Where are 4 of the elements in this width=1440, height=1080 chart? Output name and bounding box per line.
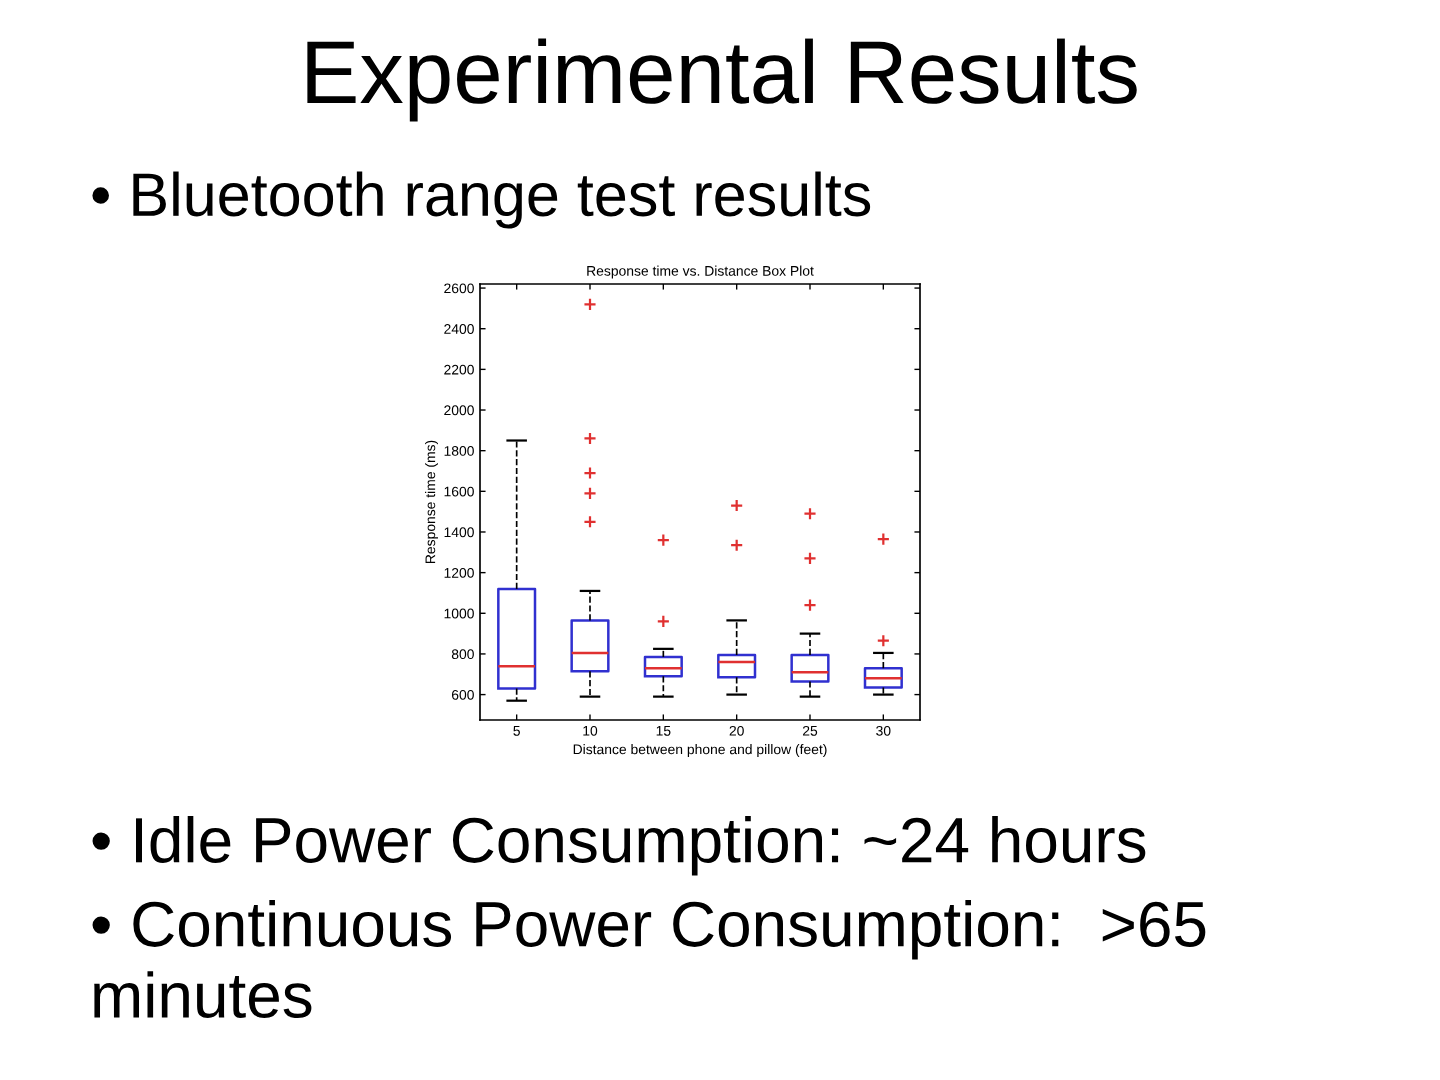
chart-title: Experimental Results bbox=[307, 38, 1137, 122]
text: • Continuous Power Consumption: >65 minutes bbox=[92, 900, 1206, 1019]
text: • Idle Power Consumption: ~24 hours bbox=[92, 816, 1146, 876]
chart-subtitle: • Bluetooth range test results bbox=[92, 171, 871, 229]
